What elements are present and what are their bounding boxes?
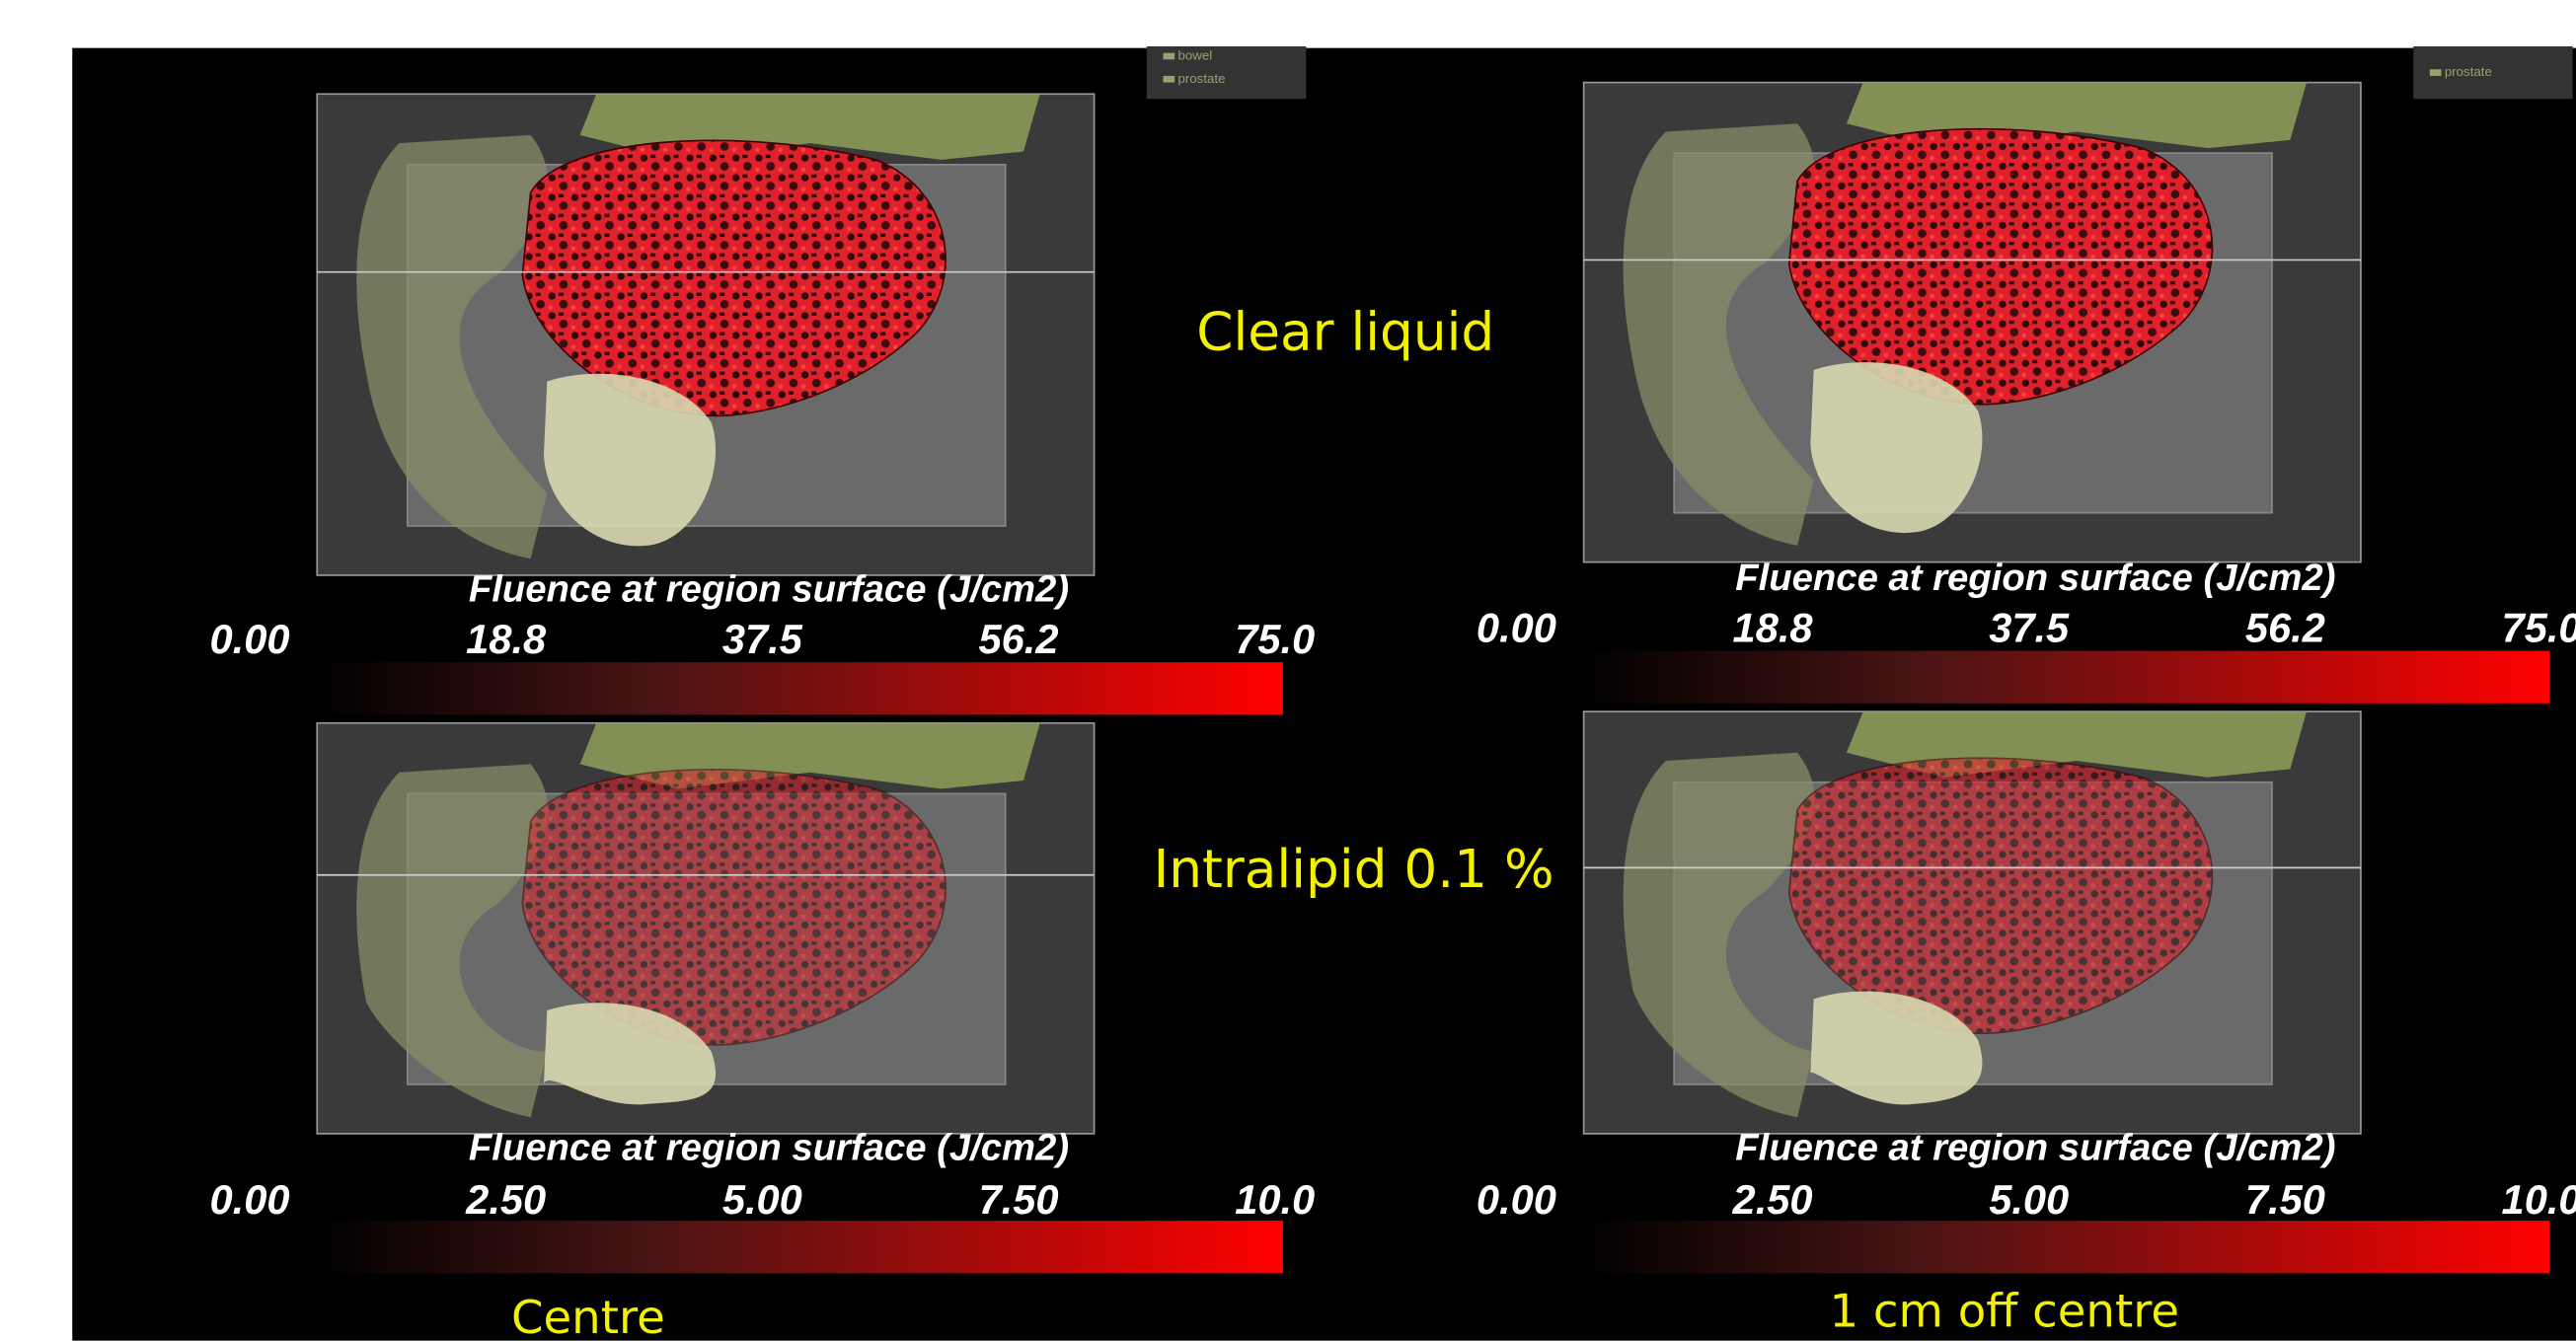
legend-swatch bbox=[1163, 76, 1174, 83]
colorbar-tick-label: 2.50 bbox=[465, 1176, 546, 1223]
colorbar-tick-label: 10.0 bbox=[2502, 1176, 2576, 1223]
colorbar-title: Fluence at region surface (J/cm2) bbox=[469, 568, 1069, 611]
colorbar-tick-label: 18.8 bbox=[1733, 605, 1814, 651]
colorbar-tick-label: 10.0 bbox=[1235, 1176, 1315, 1223]
colorbar-tick-label: 5.00 bbox=[722, 1176, 802, 1223]
column-label: Centre bbox=[511, 1291, 665, 1341]
page: {"row_labels": ["Clear liquid", "Intrali… bbox=[0, 0, 2576, 1341]
legend-swatch bbox=[1163, 53, 1174, 60]
colorbar-tick-label: 0.00 bbox=[210, 616, 290, 662]
colorbar-tick-label: 75.0 bbox=[2502, 605, 2576, 651]
colorbar-tick-label: 37.5 bbox=[1989, 605, 2070, 651]
colorbar-title: Fluence at region surface (J/cm2) bbox=[1735, 1127, 2335, 1169]
colorbar-tick-label: 0.00 bbox=[1477, 605, 1556, 651]
colorbar-tick-label: 56.2 bbox=[2245, 605, 2325, 651]
legend-label: bowel bbox=[1177, 47, 1212, 62]
colorbar-tick-label: 2.50 bbox=[1732, 1176, 1813, 1223]
colorbar bbox=[1584, 651, 2550, 704]
colorbar-tick-label: 5.00 bbox=[1989, 1176, 2069, 1223]
colorbar-title: Fluence at region surface (J/cm2) bbox=[469, 1127, 1069, 1169]
colorbar bbox=[317, 662, 1283, 714]
colorbar-tick-label: 75.0 bbox=[1235, 616, 1315, 662]
row-label: Intralipid 0.1 % bbox=[1154, 839, 1554, 900]
colorbar-tick-label: 18.8 bbox=[466, 616, 547, 662]
legend-label: prostate bbox=[2445, 64, 2492, 79]
render-panel bbox=[1584, 711, 2361, 1134]
colorbar-title: Fluence at region surface (J/cm2) bbox=[1735, 557, 2335, 599]
legend-swatch bbox=[2430, 69, 2442, 76]
colorbar bbox=[317, 1221, 1283, 1273]
colorbar-tick-label: 56.2 bbox=[979, 616, 1059, 662]
figure: Clear liquid Intralipid 0.1 % Centre 1 c… bbox=[0, 0, 2576, 1341]
column-label: 1 cm off centre bbox=[1829, 1284, 2179, 1337]
colorbar bbox=[1584, 1221, 2550, 1273]
render-panel bbox=[317, 723, 1094, 1134]
colorbar-tick-label: 37.5 bbox=[722, 616, 803, 662]
row-label: Clear liquid bbox=[1196, 302, 1494, 363]
colorbar-tick-label: 0.00 bbox=[1477, 1176, 1556, 1223]
colorbar-tick-label: 7.50 bbox=[2245, 1176, 2325, 1223]
render-panel bbox=[317, 94, 1094, 575]
legend-label: prostate bbox=[1177, 71, 1225, 86]
render-panel bbox=[1584, 83, 2361, 562]
colorbar-tick-label: 0.00 bbox=[210, 1176, 290, 1223]
colorbar-tick-label: 7.50 bbox=[979, 1176, 1059, 1223]
